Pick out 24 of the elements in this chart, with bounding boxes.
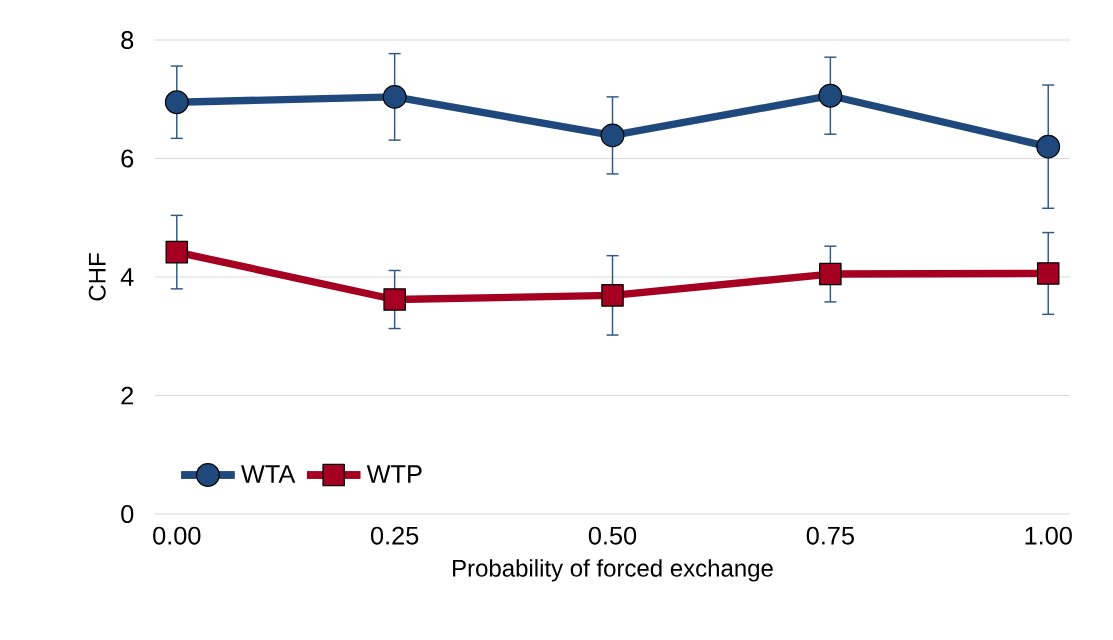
point — [383, 288, 406, 311]
y-tick-label: 4 — [120, 268, 134, 286]
y-tick-label: 2 — [121, 386, 134, 405]
x-tick-label: 0.00 — [153, 526, 201, 545]
y-tick-label: 8 — [121, 31, 134, 49]
y-axis-title: CHF — [88, 253, 106, 301]
x-tick-label: 0.25 — [370, 526, 419, 545]
y-tick-label: 6 — [121, 149, 134, 168]
point — [600, 123, 625, 148]
x-tick-label: 0.75 — [806, 526, 854, 545]
point — [818, 83, 843, 108]
legend-label: WTP — [366, 465, 422, 483]
point — [382, 84, 407, 109]
x-tick-label: 1.00 — [1025, 526, 1072, 545]
point — [1036, 262, 1060, 285]
point — [601, 284, 624, 307]
point — [819, 262, 842, 286]
point — [165, 240, 189, 264]
y-tick-label: 0 — [121, 505, 134, 523]
x-axis-title: Probability of forced exchange — [453, 559, 773, 582]
x-tick-label: 0.50 — [588, 526, 637, 545]
legend-label: WTA — [241, 465, 296, 483]
point — [164, 90, 189, 115]
point — [1036, 134, 1061, 159]
